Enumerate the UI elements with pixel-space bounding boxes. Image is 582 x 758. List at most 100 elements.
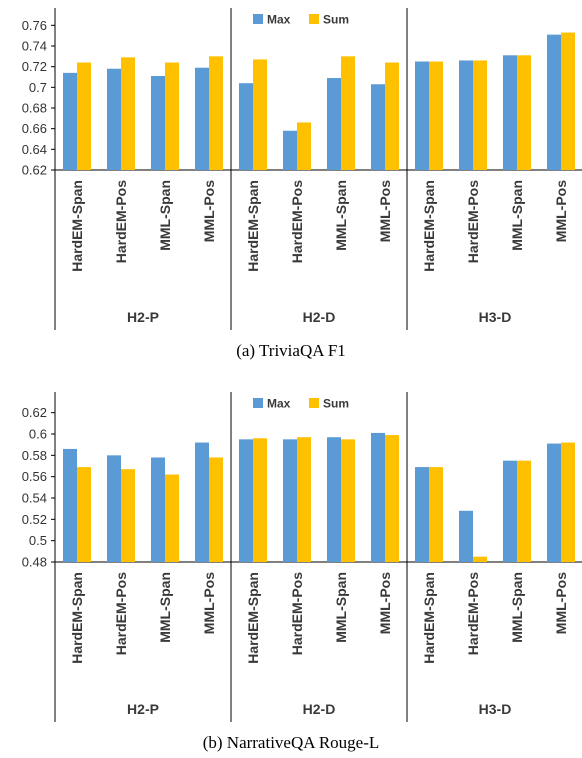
chart-narrativeqa: 0.48 0.5 0.52 0.54 0.56 0.58 0.6 0.62 HardEM-Spa… xyxy=(22,392,582,752)
bar-max xyxy=(283,130,297,170)
group-label: H2-P xyxy=(127,309,159,325)
bar-sum xyxy=(473,60,487,170)
bar-max xyxy=(503,460,517,562)
bar-sum xyxy=(561,32,575,170)
bar-sum xyxy=(253,438,267,562)
bar-sum xyxy=(429,61,443,170)
y-tick-label: 0.62 xyxy=(22,405,47,420)
category-label: HardEM-Pos xyxy=(289,180,305,263)
legend-swatch-sum xyxy=(309,14,319,24)
category-label: MML-Pos xyxy=(377,180,393,242)
bar-sum xyxy=(297,122,311,170)
bar-sum xyxy=(341,56,355,171)
category-label: HardEM-Pos xyxy=(113,572,129,655)
bar-sum xyxy=(297,437,311,562)
category-label: MML-Pos xyxy=(201,572,217,634)
bar-max xyxy=(239,439,253,562)
bar-sum xyxy=(165,62,179,170)
bar-max xyxy=(107,455,121,562)
bar-sum xyxy=(165,474,179,562)
bar-max xyxy=(459,60,473,170)
bar-sum xyxy=(517,460,531,562)
y-tick-label: 0.48 xyxy=(22,555,47,570)
chart-triviaqa: 0.62 0.64 0.66 0.68 0.7 0.72 0.74 0.76 HardEM-Sp… xyxy=(22,8,582,360)
chart-caption: (a) TriviaQA F1 xyxy=(236,341,346,360)
bar-sum xyxy=(517,55,531,170)
y-tick-label: 0.58 xyxy=(22,448,47,463)
group-label: H2-P xyxy=(127,701,159,717)
y-tick-label: 0.54 xyxy=(22,491,47,506)
legend-label-max: Max xyxy=(267,13,291,27)
legend-swatch-sum xyxy=(309,398,319,408)
y-tick-label: 0.5 xyxy=(29,533,47,548)
bar-max xyxy=(371,432,385,562)
category-label: HardEM-Span xyxy=(421,572,437,664)
bar-max xyxy=(371,84,385,170)
y-tick-label: 0.62 xyxy=(22,163,47,178)
legend-label-sum: Sum xyxy=(323,397,349,411)
bar-sum xyxy=(209,56,223,171)
y-tick-label: 0.74 xyxy=(22,39,47,54)
category-label: HardEM-Pos xyxy=(289,572,305,655)
bar-sum xyxy=(209,457,223,562)
bar-max xyxy=(327,78,341,170)
bar-max xyxy=(547,443,561,562)
group-label: H2-D xyxy=(303,701,336,717)
category-label: MML-Span xyxy=(509,180,525,251)
y-tick-label: 0.68 xyxy=(22,101,47,116)
group-label: H2-D xyxy=(303,309,336,325)
bar-sum xyxy=(121,469,135,562)
legend-swatch-max xyxy=(253,14,263,24)
category-label: HardEM-Span xyxy=(69,572,85,664)
category-label: MML-Span xyxy=(157,572,173,643)
category-label: HardEM-Pos xyxy=(465,180,481,263)
category-label: HardEM-Pos xyxy=(113,180,129,263)
y-tick-label: 0.56 xyxy=(22,469,47,484)
category-label: HardEM-Span xyxy=(245,180,261,272)
bar-sum xyxy=(253,59,267,170)
category-label: MML-Pos xyxy=(377,572,393,634)
bar-sum xyxy=(385,62,399,170)
category-label: HardEM-Pos xyxy=(465,572,481,655)
y-tick-label: 0.76 xyxy=(22,18,47,33)
bar-max xyxy=(459,510,473,562)
bar-max xyxy=(195,442,209,562)
y-tick-label: 0.6 xyxy=(29,427,47,442)
bar-sum xyxy=(429,467,443,562)
bar-max xyxy=(415,61,429,170)
bar-sum xyxy=(77,467,91,562)
bar-max xyxy=(503,55,517,170)
y-tick-label: 0.66 xyxy=(22,121,47,136)
bar-max xyxy=(239,83,253,170)
bar-max xyxy=(415,467,429,562)
category-label: HardEM-Span xyxy=(421,180,437,272)
bar-sum xyxy=(385,435,399,562)
bar-max xyxy=(63,448,77,562)
bar-max xyxy=(63,72,77,170)
category-label: MML-Pos xyxy=(553,572,569,634)
y-tick-label: 0.7 xyxy=(29,80,47,95)
category-label: MML-Pos xyxy=(553,180,569,242)
bar-sum xyxy=(473,556,487,562)
legend-swatch-max xyxy=(253,398,263,408)
bar-sum xyxy=(121,57,135,170)
bar-max xyxy=(151,457,165,562)
y-tick-label: 0.72 xyxy=(22,59,47,74)
bar-max xyxy=(195,67,209,170)
group-label: H3-D xyxy=(479,309,512,325)
bar-max xyxy=(107,68,121,170)
group-label: H3-D xyxy=(479,701,512,717)
legend-label-max: Max xyxy=(267,397,291,411)
chart-caption: (b) NarrativeQA Rouge-L xyxy=(203,733,380,752)
bar-max xyxy=(327,437,341,562)
category-label: MML-Span xyxy=(333,572,349,643)
y-tick-label: 0.52 xyxy=(22,512,47,527)
category-label: MML-Span xyxy=(333,180,349,251)
bar-sum xyxy=(77,62,91,170)
bar-max xyxy=(151,75,165,170)
bar-max xyxy=(547,34,561,171)
bar-max xyxy=(283,439,297,562)
bar-sum xyxy=(561,442,575,562)
category-label: HardEM-Span xyxy=(69,180,85,272)
